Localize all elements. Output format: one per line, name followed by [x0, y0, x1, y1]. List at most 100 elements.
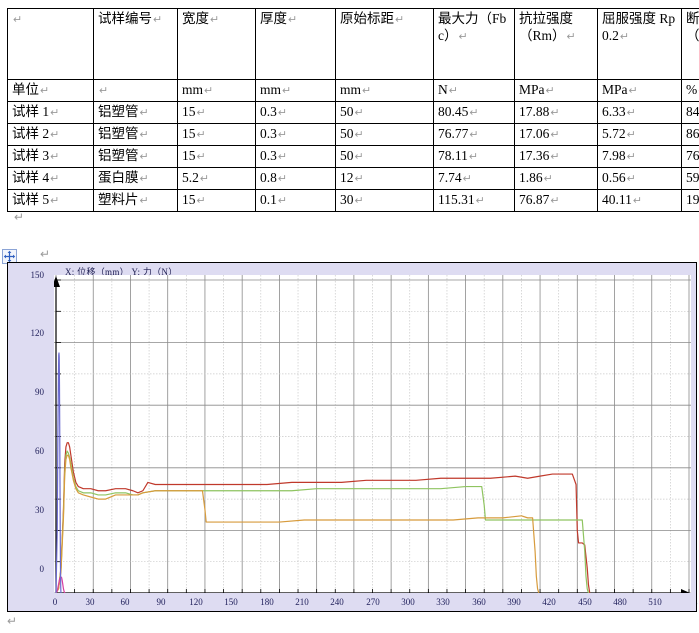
cell-width: 15↵ [177, 101, 256, 124]
table-row: 试样 5↵ 塑料片↵ 15↵ 0.1↵ 30↵ 115.31↵ 76.87↵ 4… [7, 189, 699, 212]
unit-cell-yield-strength: MPa↵ [597, 79, 682, 102]
cell-width: 5.2↵ [177, 167, 256, 190]
x-axis-tick-label: 150 [224, 597, 238, 607]
cell-max-force: 115.31↵ [433, 189, 515, 212]
header-cell-thickness: 厚度↵ [255, 8, 336, 80]
header-cell-sample-id: 试样编号↵ [93, 8, 178, 80]
cell-elongation: 19.98↵ [681, 189, 699, 212]
x-axis-tick-label: 330 [436, 597, 450, 607]
cell-sample-id: 铝塑管↵ [93, 145, 178, 168]
row-label: 试样 4↵ [7, 167, 94, 190]
x-axis-tick-label: 420 [542, 597, 556, 607]
paragraph-mark: ↵ [14, 210, 25, 224]
chart-svg [54, 275, 691, 593]
cell-thickness: 0.3↵ [255, 123, 336, 146]
sample-results-table: ↵ 试样编号↵ 宽度↵ 厚度↵ 原始标距↵ 最大力（Fbc）↵ 抗拉强度（Rm）… [7, 8, 699, 212]
cell-tensile-strength: 17.88↵ [514, 101, 598, 124]
header-cell-blank: ↵ [7, 8, 94, 80]
cell-sample-id: 塑料片↵ [93, 189, 178, 212]
cell-thickness: 0.3↵ [255, 145, 336, 168]
y-axis-tick-label: 0 [39, 564, 45, 574]
table-units-row: 单位↵ ↵ mm↵ mm↵ mm↵ N↵ MPa↵ MPa↵ %↵ [7, 79, 699, 102]
cell-elongation: 866.98↵ [681, 123, 699, 146]
header-cell-max-force: 最大力（Fbc）↵ [433, 8, 515, 80]
row-label: 试样 1↵ [7, 101, 94, 124]
cell-tensile-strength: 17.36↵ [514, 145, 598, 168]
row-label: 试样 2↵ [7, 123, 94, 146]
cell-max-force: 78.11↵ [433, 145, 515, 168]
cell-width: 15↵ [177, 145, 256, 168]
cell-yield-strength: 7.98↵ [597, 145, 682, 168]
unit-cell-gauge-length: mm↵ [335, 79, 434, 102]
header-cell-tensile-strength: 抗拉强度（Rm）↵ [514, 8, 598, 80]
cell-sample-id: 铝塑管↵ [93, 101, 178, 124]
unit-cell-sample-id: ↵ [93, 79, 178, 102]
table-row: 试样 1↵ 铝塑管↵ 15↵ 0.3↵ 50↵ 80.45↵ 17.88↵ 6.… [7, 101, 699, 124]
cell-sample-id: 蛋白膜↵ [93, 167, 178, 190]
row-label: 试样 3↵ [7, 145, 94, 168]
cell-sample-id: 铝塑管↵ [93, 123, 178, 146]
unit-cell-max-force: N↵ [433, 79, 515, 102]
cell-yield-strength: 5.72↵ [597, 123, 682, 146]
y-axis-tick-label: 90 [35, 387, 44, 397]
x-axis-tick-label: 510 [648, 597, 662, 607]
header-cell-elongation: 断裂伸长率（At）↵ [681, 8, 699, 80]
force-displacement-chart[interactable]: X: 位移（mm） Y: 力（N） 150 120 90 60 30 0 0 3… [7, 262, 697, 612]
y-axis-tick-label: 150 [30, 270, 45, 280]
cell-thickness: 0.3↵ [255, 101, 336, 124]
x-axis-tick-label: 480 [613, 597, 627, 607]
header-cell-width: 宽度↵ [177, 8, 256, 80]
y-axis-tick-label: 120 [30, 328, 45, 338]
x-axis-tick-label: 180 [260, 597, 274, 607]
paragraph-mark: ↵ [7, 614, 18, 628]
x-axis-tick-label: 450 [578, 597, 592, 607]
cell-max-force: 80.45↵ [433, 101, 515, 124]
cell-gauge-length: 50↵ [335, 101, 434, 124]
cell-elongation: 59.02↵ [681, 167, 699, 190]
unit-cell-elongation: %↵ [681, 79, 699, 102]
x-axis-tick-label: 390 [507, 597, 521, 607]
cell-yield-strength: 40.11↵ [597, 189, 682, 212]
table-header-row: ↵ 试样编号↵ 宽度↵ 厚度↵ 原始标距↵ 最大力（Fbc）↵ 抗拉强度（Rm）… [7, 8, 699, 80]
cell-gauge-length: 12↵ [335, 167, 434, 190]
unit-cell-width: mm↵ [177, 79, 256, 102]
cell-tensile-strength: 76.87↵ [514, 189, 598, 212]
row-label: 试样 5↵ [7, 189, 94, 212]
unit-cell-tensile-strength: MPa↵ [514, 79, 598, 102]
paragraph-mark: ↵ [40, 247, 51, 261]
chart-axis-title: X: 位移（mm） Y: 力（N） [65, 267, 178, 277]
cell-gauge-length: 50↵ [335, 145, 434, 168]
y-axis-tick-label: 30 [35, 505, 44, 515]
x-axis-tick-label: 360 [472, 597, 486, 607]
cell-elongation: 848.61↵ [681, 101, 699, 124]
chart-plot-area[interactable] [54, 275, 691, 593]
x-axis-tick-label: 30 [85, 597, 95, 607]
x-axis-tick-label: 240 [330, 597, 344, 607]
x-axis-tick-label: 0 [52, 597, 58, 607]
cell-elongation: 767.24↵ [681, 145, 699, 168]
x-axis-tick-label: 60 [120, 597, 130, 607]
cell-thickness: 0.1↵ [255, 189, 336, 212]
cell-yield-strength: 0.56↵ [597, 167, 682, 190]
cell-max-force: 76.77↵ [433, 123, 515, 146]
cell-width: 15↵ [177, 189, 256, 212]
x-axis-tick-label: 120 [189, 597, 203, 607]
x-axis-tick-label: 90 [156, 597, 166, 607]
cell-tensile-strength: 1.86↵ [514, 167, 598, 190]
x-axis-tick-label: 270 [366, 597, 380, 607]
table-row: 试样 2↵ 铝塑管↵ 15↵ 0.3↵ 50↵ 76.77↵ 17.06↵ 5.… [7, 123, 699, 146]
cell-max-force: 7.74↵ [433, 167, 515, 190]
y-axis-tick-label: 60 [35, 446, 44, 456]
cell-width: 15↵ [177, 123, 256, 146]
cell-yield-strength: 6.33↵ [597, 101, 682, 124]
unit-cell-thickness: mm↵ [255, 79, 336, 102]
x-axis-tick-label: 210 [295, 597, 309, 607]
unit-row-label: 单位↵ [7, 79, 94, 102]
cell-thickness: 0.8↵ [255, 167, 336, 190]
table-row: 试样 3↵ 铝塑管↵ 15↵ 0.3↵ 50↵ 78.11↵ 17.36↵ 7.… [7, 145, 699, 168]
cell-gauge-length: 50↵ [335, 123, 434, 146]
x-axis-tick-label: 300 [401, 597, 415, 607]
cell-tensile-strength: 17.06↵ [514, 123, 598, 146]
header-cell-gauge-length: 原始标距↵ [335, 8, 434, 80]
cell-gauge-length: 30↵ [335, 189, 434, 212]
